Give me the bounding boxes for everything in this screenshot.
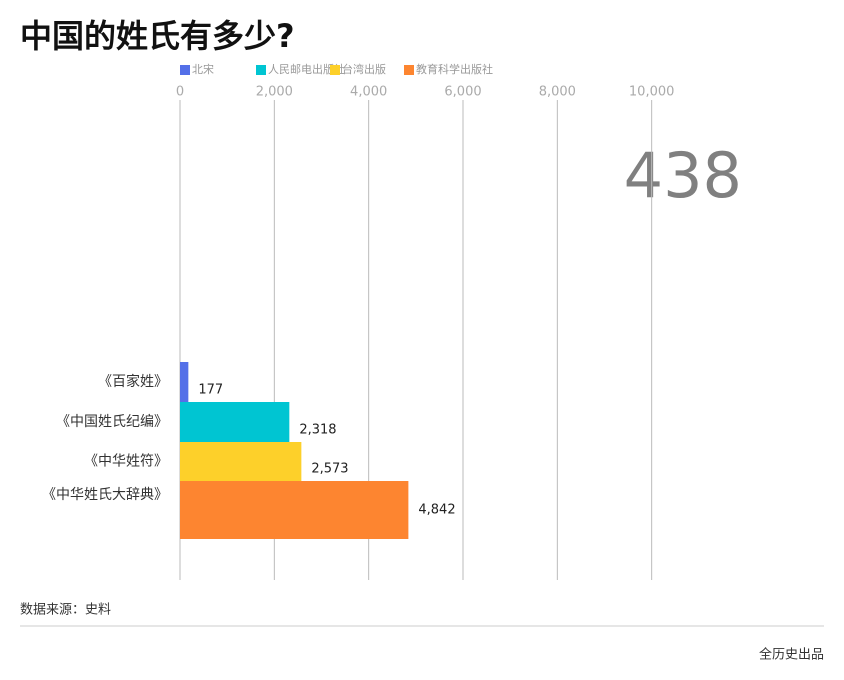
legend-swatch [256, 65, 266, 75]
legend-label: 台湾出版 [342, 62, 386, 76]
bar [180, 481, 409, 539]
category-label: 《中华姓氏大辞典》 [42, 487, 168, 503]
bar [180, 402, 290, 442]
category-label: 《中华姓符》 [84, 454, 168, 470]
legend-swatch [404, 65, 414, 75]
credit: 全历史出品 [759, 647, 824, 663]
legend-label: 北宋 [192, 62, 214, 76]
value-label: 4,842 [418, 503, 455, 518]
legend-label: 人民邮电出版社 [268, 62, 345, 76]
x-tick-label: 2,000 [256, 85, 293, 100]
legend-swatch [180, 65, 190, 75]
x-tick-label: 4,000 [350, 85, 387, 100]
category-label: 《中国姓氏纪编》 [56, 414, 168, 430]
x-tick-label: 8,000 [539, 85, 576, 100]
x-tick-label: 6,000 [444, 85, 481, 100]
value-label: 177 [198, 383, 223, 398]
chart-title: 中国的姓氏有多少? [20, 17, 295, 55]
bar [180, 442, 302, 481]
annotation: 438 [624, 139, 742, 212]
value-label: 2,573 [311, 462, 348, 477]
legend-swatch [330, 65, 340, 75]
x-tick-label: 0 [176, 85, 184, 100]
x-tick-label: 10,000 [629, 85, 675, 100]
value-label: 2,318 [299, 423, 336, 438]
legend-label: 教育科学出版社 [416, 62, 493, 76]
category-label: 《百家姓》 [98, 373, 168, 390]
bar [180, 362, 189, 402]
source: 数据来源：史料 [20, 603, 111, 618]
